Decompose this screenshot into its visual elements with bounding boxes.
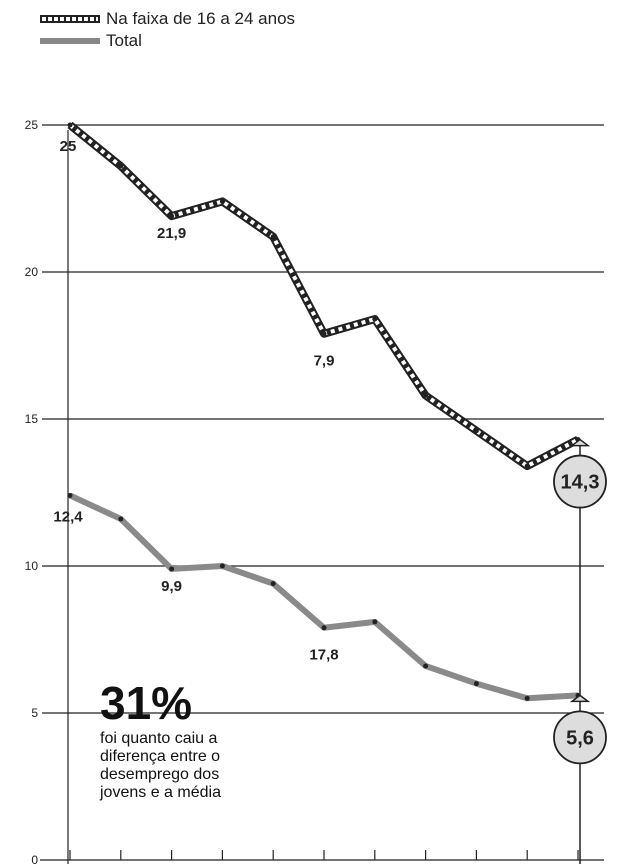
data-point-s0-3 (219, 198, 225, 204)
data-point-s1-4 (270, 581, 276, 587)
data-point-s0-7 (423, 392, 429, 398)
y-tick-label-5: 5 (31, 706, 38, 720)
data-point-s1-8 (473, 681, 479, 687)
callout-pointer (569, 694, 591, 703)
data-point-s0-6 (372, 316, 378, 322)
data-point-s0-9 (524, 463, 530, 469)
data-point-s0-4 (270, 234, 276, 240)
point-label-s1-5: 17,8 (309, 647, 338, 664)
y-tick-label-10: 10 (25, 559, 39, 573)
y-tick-label-0: 0 (31, 853, 38, 864)
legend-label-youth: Na faixa de 16 a 24 anos (106, 9, 296, 28)
legend-item-youth: Na faixa de 16 a 24 anos (40, 8, 295, 30)
data-point-s1-5 (321, 625, 327, 631)
data-point-s0-8 (473, 428, 479, 434)
point-label-s1-0: 12,4 (53, 508, 83, 525)
callout-bubble-youth (553, 454, 607, 509)
data-point-s0-0 (67, 122, 73, 128)
data-point-s0-2 (169, 213, 175, 219)
data-point-s1-7 (423, 663, 429, 669)
series-line-total (68, 492, 579, 702)
data-point-s1-0 (67, 492, 73, 498)
callout-value-youth: 14,3 (561, 472, 600, 494)
data-point-s1-6 (372, 619, 378, 625)
y-tick-label-25: 25 (25, 118, 39, 132)
callout-value-total: 5,6 (566, 727, 594, 749)
callout-pointer (569, 438, 591, 447)
series-line-youth-outline (67, 121, 580, 471)
legend-label-total: Total (106, 31, 142, 50)
data-point-s0-5 (321, 331, 327, 337)
series-line-youth (68, 123, 579, 469)
callout-bubble-total (553, 710, 607, 765)
data-point-s1-2 (169, 566, 175, 572)
legend: Na faixa de 16 a 24 anos Total (40, 8, 295, 52)
point-label-s0-0: 25 (60, 138, 77, 155)
point-label-s0-2: 21,9 (157, 225, 186, 242)
legend-item-total: Total (40, 30, 295, 52)
data-point-s0-1 (118, 163, 124, 169)
y-tick-label-15: 15 (25, 412, 39, 426)
point-label-s0-5: 7,9 (314, 353, 335, 370)
data-point-s1-1 (118, 516, 124, 522)
legend-swatch-dashed (40, 15, 100, 23)
legend-swatch-solid (40, 38, 100, 44)
data-point-s1-3 (219, 563, 225, 569)
y-tick-label-20: 20 (25, 265, 39, 279)
point-label-s1-2: 9,9 (161, 578, 182, 595)
data-point-s1-9 (524, 695, 530, 701)
headline-percent: 31% (100, 677, 193, 729)
annotation-text: foi quanto caiu a diferença entre o dese… (100, 730, 221, 801)
